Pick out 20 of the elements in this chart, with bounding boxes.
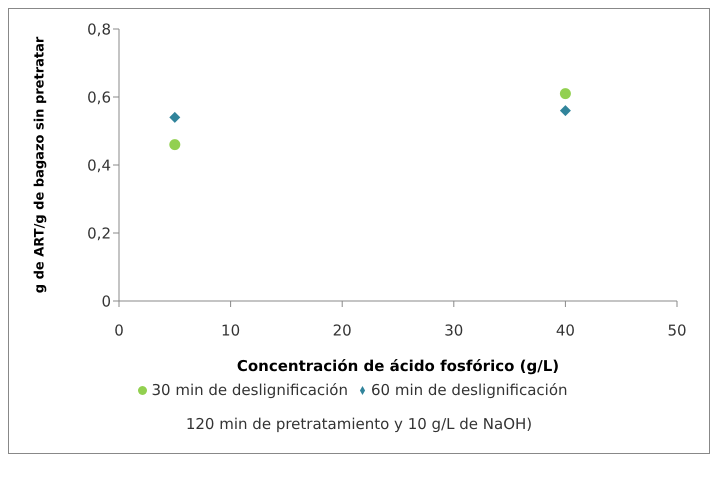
- y-tick-label: 0,2: [87, 224, 111, 242]
- point: [560, 88, 571, 100]
- x-tick-label: 10: [221, 322, 240, 340]
- y-tick-label: 0,4: [87, 156, 111, 174]
- x-tick-label: 20: [332, 322, 352, 340]
- x-tick-label: 0: [114, 322, 124, 340]
- y-tick-label: 0,8: [87, 20, 111, 38]
- y-axis-title: g de ART/g de bagazo sin pretratar: [32, 36, 48, 294]
- y-tick-label: 0: [101, 292, 111, 310]
- legend-label: 30 min de deslignificación: [151, 381, 348, 399]
- x-axis-title: Concentración de ácido fosfórico (g/L): [236, 357, 560, 375]
- x-tick-label: 50: [667, 322, 687, 340]
- text: 120 min de pretratamiento y 10 g/L de NaOH): [184, 415, 534, 433]
- x-tick-label: 30: [444, 322, 464, 340]
- x-tick-label: 40: [556, 322, 575, 340]
- point: [169, 112, 180, 123]
- point: [560, 105, 571, 116]
- legend-label: 60 min de deslignificación: [371, 381, 568, 399]
- y-tick-label: 0,6: [87, 88, 111, 106]
- point: [169, 139, 180, 150]
